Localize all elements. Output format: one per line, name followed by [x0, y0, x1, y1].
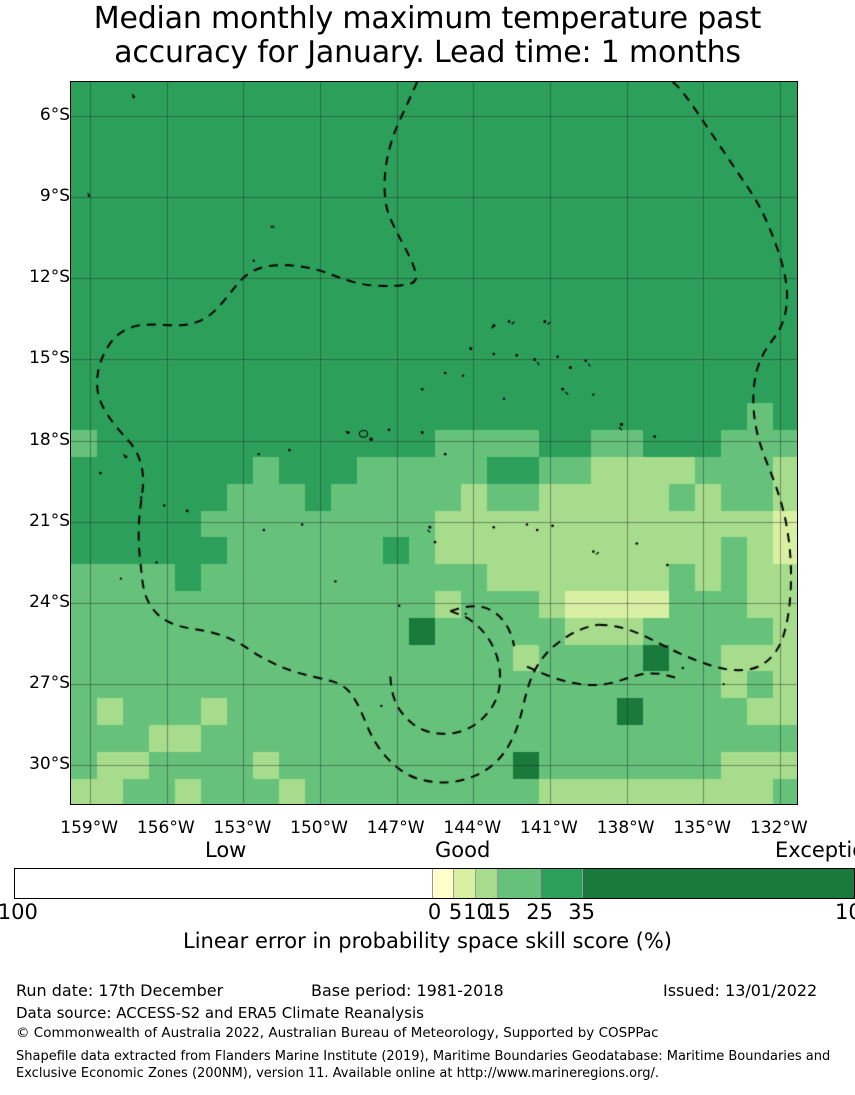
- colorbar-tick-1: 0: [427, 900, 442, 924]
- x-axis-tick-156-W: 156°W: [136, 818, 195, 838]
- copyright-notice: © Commonwealth of Australia 2022, Austra…: [16, 1025, 659, 1041]
- footer-row-source: Data source: ACCESS-S2 and ERA5 Climate …: [0, 1004, 855, 1025]
- colorbar-tick-4: 15: [484, 900, 511, 924]
- data-source: Data source: ACCESS-S2 and ERA5 Climate …: [16, 1004, 424, 1022]
- y-axis-tick-9-S: 9°S: [39, 186, 70, 207]
- y-axis-tick-27-S: 27°S: [29, 673, 70, 694]
- chart-title-line-2: accuracy for January. Lead time: 1 month…: [114, 35, 741, 70]
- y-axis-tick-21-S: 21°S: [29, 510, 70, 531]
- x-axis-tick-144-W: 144°W: [443, 818, 502, 838]
- colorbar-swatch-5: [539, 869, 583, 898]
- map-plot-area: [70, 81, 798, 805]
- colorbar: [14, 868, 855, 899]
- chart-title-line-1: Median monthly maximum temperature past: [93, 1, 762, 36]
- issued-date: Issued: 13/01/2022: [663, 981, 818, 1000]
- footer-row-dates: Run date: 17th December Base period: 198…: [0, 981, 855, 1004]
- colorbar-tick-6: 35: [568, 900, 596, 924]
- footer-row-copyright: © Commonwealth of Australia 2022, Austra…: [0, 1025, 855, 1046]
- colorbar-swatch-1: [431, 869, 454, 898]
- x-axis-tick-150-W: 150°W: [290, 818, 348, 838]
- colorbar-swatch-3: [475, 869, 497, 898]
- base-period: Base period: 1981-2018: [311, 981, 504, 1000]
- x-axis-tick-147-W: 147°W: [366, 818, 425, 838]
- y-axis-tick-24-S: 24°S: [29, 592, 70, 612]
- colorbar-swatch-6: [582, 869, 855, 898]
- colorbar-category-good: Good: [435, 838, 491, 862]
- y-axis-tick-30-S: 30°S: [29, 754, 70, 775]
- x-axis-tick-135-W: 135°W: [673, 818, 732, 838]
- shapefile-attribution: Shapefile data extracted from Flanders M…: [16, 1049, 831, 1081]
- footer: Run date: 17th December Base period: 198…: [0, 981, 855, 1046]
- colorbar-axis-label: Linear error in probability space skill …: [183, 929, 672, 953]
- colorbar-category-low: Low: [205, 838, 247, 862]
- x-axis-tick-132-W: 132°W: [749, 818, 808, 838]
- y-axis-tick-12-S: 12°S: [29, 267, 70, 288]
- colorbar-tick-2: 5: [448, 900, 463, 924]
- y-axis-tick-18-S: 18°S: [29, 429, 70, 450]
- y-axis-tick-6-S: 6°S: [39, 104, 70, 125]
- chart-title: Median monthly maximum temperature past …: [0, 2, 855, 70]
- map-gridlines: [71, 82, 797, 804]
- y-axis-tick-labels: 6°S 9°S 12°S 15°S 18°S 21°S 24°S 27°S 30°S: [0, 0, 70, 1095]
- x-axis-tick-153-W: 153°W: [213, 818, 272, 838]
- x-axis-tick-159-W: 159°W: [60, 818, 119, 838]
- colorbar-swatch-2: [453, 869, 476, 898]
- x-axis-tick-138-W: 138°W: [596, 818, 655, 838]
- x-axis-tick-141-W: 141°W: [520, 818, 578, 838]
- colorbar-category-labels: Low Good Exceptional: [0, 840, 855, 866]
- colorbar-tick-7: 100: [834, 900, 855, 924]
- colorbar-tick-0: -100: [0, 900, 38, 924]
- colorbar-swatches: [14, 868, 855, 899]
- run-date: Run date: 17th December: [16, 981, 224, 1000]
- colorbar-category-exceptional: Exceptional: [775, 838, 855, 862]
- colorbar-tick-3: 10: [463, 900, 490, 924]
- y-axis-tick-15-S: 15°S: [29, 348, 70, 369]
- colorbar-swatch-0: [15, 869, 432, 898]
- colorbar-swatch-4: [496, 869, 540, 898]
- colorbar-tick-5: 25: [526, 900, 553, 924]
